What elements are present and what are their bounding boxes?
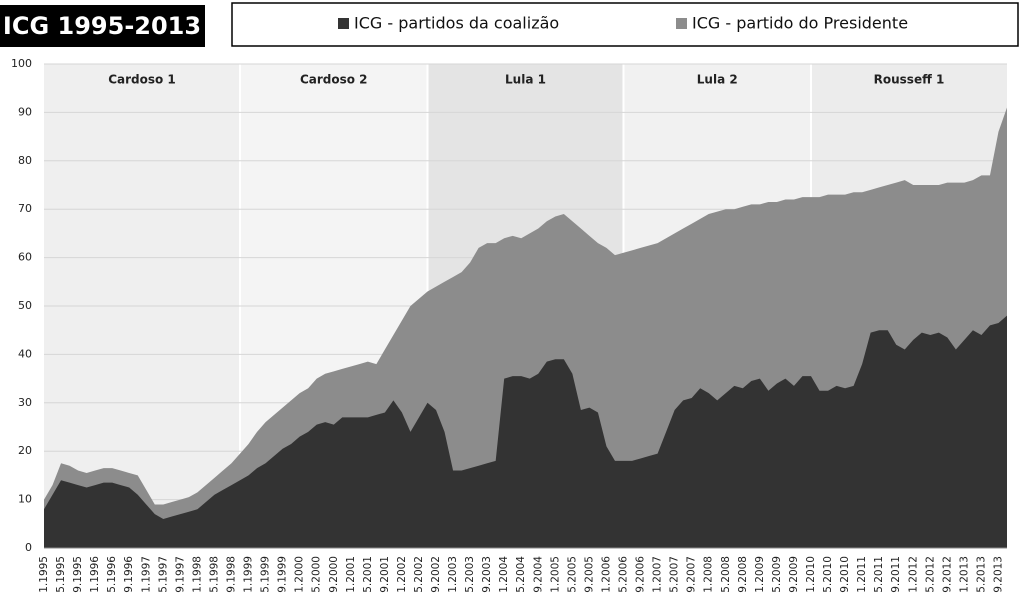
x-tick-label: 1.2013 bbox=[958, 556, 970, 593]
y-tick-label: 20 bbox=[18, 444, 32, 457]
x-tick-label: 5.2002 bbox=[413, 556, 425, 593]
x-tick-label: 9.2007 bbox=[686, 556, 698, 593]
x-tick-label: 5.1997 bbox=[157, 556, 169, 593]
x-tick-label: 5.2010 bbox=[822, 556, 834, 593]
y-tick-label: 100 bbox=[11, 57, 32, 70]
x-tick-label: 1.2004 bbox=[498, 556, 510, 593]
period-label: Cardoso 2 bbox=[300, 73, 368, 87]
x-tick-label: 9.2009 bbox=[788, 556, 800, 593]
x-tick-label: 5.2003 bbox=[464, 556, 476, 593]
x-tick-label: 5.1998 bbox=[208, 556, 220, 593]
x-tick-label: 1.2008 bbox=[703, 556, 715, 593]
x-tick-label: 1.1999 bbox=[243, 556, 255, 593]
x-tick-label: 1.1998 bbox=[191, 556, 203, 593]
x-tick-label: 5.1995 bbox=[55, 556, 67, 593]
x-tick-label: 9.2010 bbox=[839, 556, 851, 593]
x-tick-label: 5.2001 bbox=[362, 556, 374, 593]
period-label: Lula 1 bbox=[505, 73, 546, 87]
x-tick-label: 5.2005 bbox=[566, 556, 578, 593]
x-tick-label: 9.2002 bbox=[430, 556, 442, 593]
x-tick-label: 5.2004 bbox=[515, 556, 527, 593]
x-tick-label: 5.2012 bbox=[924, 556, 936, 593]
period-label: Cardoso 1 bbox=[108, 73, 176, 87]
y-tick-label: 90 bbox=[18, 105, 32, 118]
x-tick-label: 9.1996 bbox=[123, 556, 135, 593]
legend-box bbox=[231, 2, 1019, 47]
x-tick-label: 1.2010 bbox=[805, 556, 817, 593]
x-tick-label: 1.1997 bbox=[140, 556, 152, 593]
x-tick-label: 1.2003 bbox=[447, 556, 459, 593]
x-tick-label: 9.2008 bbox=[737, 556, 749, 593]
y-tick-label: 40 bbox=[18, 347, 32, 360]
x-tick-label: 1.2005 bbox=[549, 556, 561, 593]
x-tick-label: 9.2000 bbox=[328, 556, 340, 593]
y-tick-label: 80 bbox=[18, 154, 32, 167]
x-tick-label: 1.2011 bbox=[856, 556, 868, 593]
x-tick-label: 5.2006 bbox=[618, 556, 630, 593]
x-tick-label: 5.2007 bbox=[669, 556, 681, 593]
title-box bbox=[0, 5, 205, 47]
x-tick-label: 5.1996 bbox=[106, 556, 118, 593]
x-tick-label: 9.1998 bbox=[225, 556, 237, 593]
chart-title: ICG 1995-2013 bbox=[3, 12, 201, 40]
period-label: Lula 2 bbox=[697, 73, 738, 87]
legend-label: ICG - partidos da coalizão bbox=[354, 14, 559, 33]
x-tick-label: 9.2004 bbox=[532, 556, 544, 593]
x-tick-label: 9.2006 bbox=[635, 556, 647, 593]
y-tick-label: 30 bbox=[18, 396, 32, 409]
x-tick-label: 5.2000 bbox=[311, 556, 323, 593]
area bbox=[44, 315, 1007, 548]
x-tick-label: 9.2005 bbox=[583, 556, 595, 593]
x-tick-label: 9.2013 bbox=[992, 556, 1004, 593]
legend-swatch bbox=[338, 18, 349, 29]
x-tick-label: 1.1995 bbox=[38, 556, 50, 593]
x-tick-label: 1.2012 bbox=[907, 556, 919, 593]
x-tick-label: 1.2007 bbox=[652, 556, 664, 593]
y-tick-label: 70 bbox=[18, 202, 32, 215]
x-tick-label: 9.2003 bbox=[481, 556, 493, 593]
x-tick-label: 1.2006 bbox=[600, 556, 612, 593]
x-tick-label: 1.2009 bbox=[754, 556, 766, 593]
x-tick-label: 1.2001 bbox=[345, 556, 357, 593]
x-tick-label: 5.2011 bbox=[873, 556, 885, 593]
y-tick-label: 10 bbox=[18, 493, 32, 506]
x-tick-label: 9.1995 bbox=[72, 556, 84, 593]
legend-label: ICG - partido do Presidente bbox=[692, 14, 908, 33]
x-tick-label: 9.2012 bbox=[941, 556, 953, 593]
x-tick-label: 9.1999 bbox=[277, 556, 289, 593]
period-label: Rousseff 1 bbox=[874, 73, 945, 87]
x-tick-label: 1.2002 bbox=[396, 556, 408, 593]
x-tick-label: 9.2001 bbox=[379, 556, 391, 593]
y-tick-label: 60 bbox=[18, 251, 32, 264]
x-tick-label: 1.1996 bbox=[89, 556, 101, 593]
x-tick-label: 5.1999 bbox=[260, 556, 272, 593]
legend-swatch bbox=[676, 18, 687, 29]
x-tick-label: 5.2008 bbox=[720, 556, 732, 593]
x-tick-label: 9.1997 bbox=[174, 556, 186, 593]
x-tick-label: 9.2011 bbox=[890, 556, 902, 593]
y-tick-label: 0 bbox=[25, 541, 32, 554]
x-tick-label: 5.2009 bbox=[771, 556, 783, 593]
x-tick-label: 1.2000 bbox=[294, 556, 306, 593]
x-tick-label: 5.2013 bbox=[975, 556, 987, 593]
y-tick-label: 50 bbox=[18, 299, 32, 312]
